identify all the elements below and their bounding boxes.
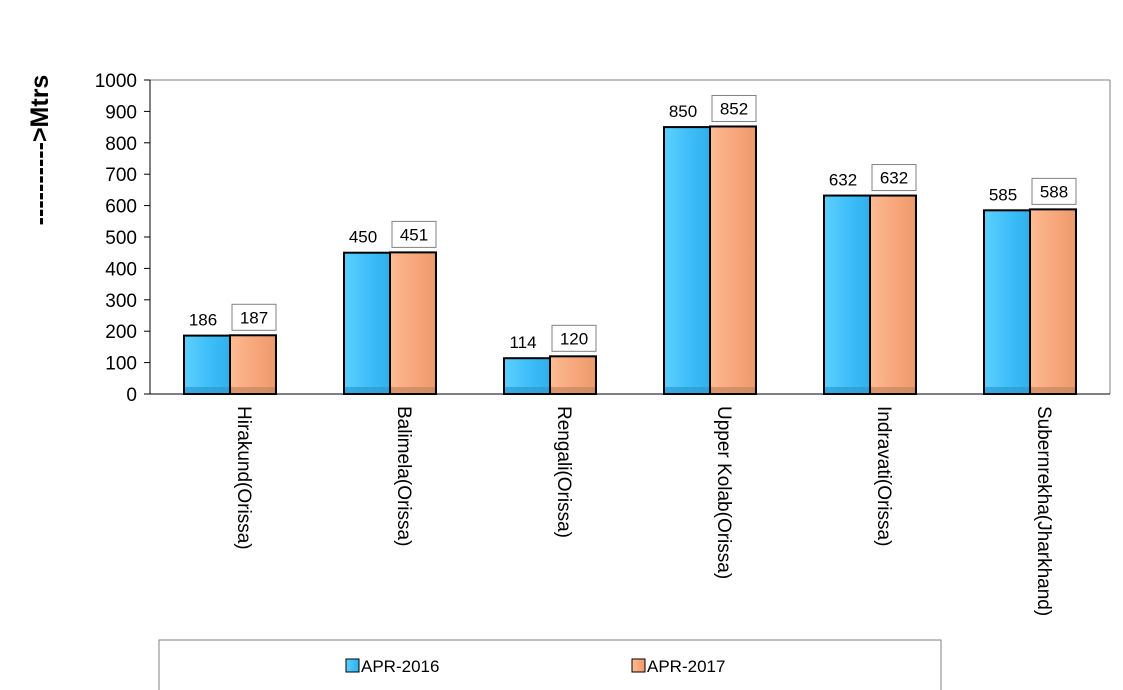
bar-base-shade	[711, 387, 755, 393]
category-label: Indravati(Orissa)	[873, 406, 894, 546]
data-label-apr-2017: 451	[400, 225, 428, 244]
y-tick-label: 800	[105, 134, 137, 155]
category-label: Hirakund(Orissa)	[233, 406, 254, 550]
data-label-apr-2016: 850	[669, 102, 697, 121]
legend-box	[158, 639, 942, 690]
bar-base-shade	[345, 387, 389, 393]
data-label-box	[871, 164, 917, 192]
y-axis-title: ---------->Mtrs	[26, 75, 54, 226]
data-label-box	[231, 303, 277, 331]
bar-base-shade	[185, 387, 229, 393]
data-label-apr-2016: 585	[989, 185, 1017, 204]
category-label: Balimela(Orissa)	[393, 406, 414, 546]
plot-area: 0 100 200 300 400 500 600 700 800 900 1000 186 187 Hi…	[95, 71, 1111, 616]
data-label-apr-2016: 450	[349, 228, 377, 247]
bar-base-shade	[825, 387, 869, 393]
category-label: Upper Kolab(Orissa)	[713, 406, 734, 579]
y-tick-label: 300	[105, 291, 137, 312]
bar-apr-2017	[389, 251, 437, 395]
bar-apr-2016	[983, 209, 1031, 395]
bar-apr-2017	[709, 125, 757, 396]
bar-apr-2016	[823, 194, 871, 395]
data-label-apr-2017: 852	[720, 99, 748, 118]
y-tick-label: 400	[105, 259, 137, 280]
bar-base-shade	[551, 387, 595, 393]
bar-apr-2017	[229, 334, 277, 396]
legend: APR-2016 APR-2017	[158, 639, 942, 690]
data-label-box	[551, 324, 597, 352]
data-label-apr-2017: 588	[1040, 182, 1068, 201]
bar-base-shade	[665, 387, 709, 393]
bar-apr-2016	[663, 126, 711, 395]
y-tick-label: 700	[105, 165, 137, 186]
data-label-box	[711, 94, 757, 122]
bar-apr-2016	[183, 334, 231, 396]
category-label: Subernrekha(Jharkhand)	[1033, 406, 1054, 616]
data-label-apr-2017: 120	[560, 329, 588, 348]
bar-base-shade	[985, 387, 1029, 393]
category-label: Rengali(Orissa)	[553, 406, 574, 538]
data-label-apr-2016: 114	[509, 333, 536, 352]
data-label-apr-2017: 187	[240, 308, 268, 327]
y-tick-label: 600	[105, 197, 137, 218]
y-tick-label: 0	[126, 385, 137, 406]
legend-swatch-apr-2016	[345, 658, 360, 673]
data-label-box	[391, 220, 437, 248]
legend-swatch-apr-2017	[631, 658, 646, 673]
bar-base-shade	[505, 387, 549, 393]
y-tick-label: 100	[105, 354, 137, 375]
bar-apr-2017	[869, 194, 917, 395]
y-tick-label: 900	[105, 102, 137, 123]
y-tick-label: 1000	[95, 71, 137, 92]
legend-label-apr-2016: APR-2016	[361, 657, 439, 676]
data-label-apr-2016: 186	[189, 311, 217, 330]
bar-apr-2017	[1029, 208, 1077, 395]
data-label-box	[1031, 177, 1077, 205]
bar-base-shade	[391, 387, 435, 393]
data-label-apr-2017: 632	[880, 169, 908, 188]
y-tick-label: 200	[105, 322, 137, 343]
data-label-apr-2016: 632	[829, 171, 857, 190]
y-tick-label: 500	[105, 228, 137, 249]
legend-label-apr-2017: APR-2017	[647, 657, 725, 676]
bar-apr-2016	[343, 251, 391, 395]
bar-base-shade	[871, 387, 915, 393]
bar-base-shade	[1031, 387, 1075, 393]
bar-base-shade	[231, 387, 275, 393]
